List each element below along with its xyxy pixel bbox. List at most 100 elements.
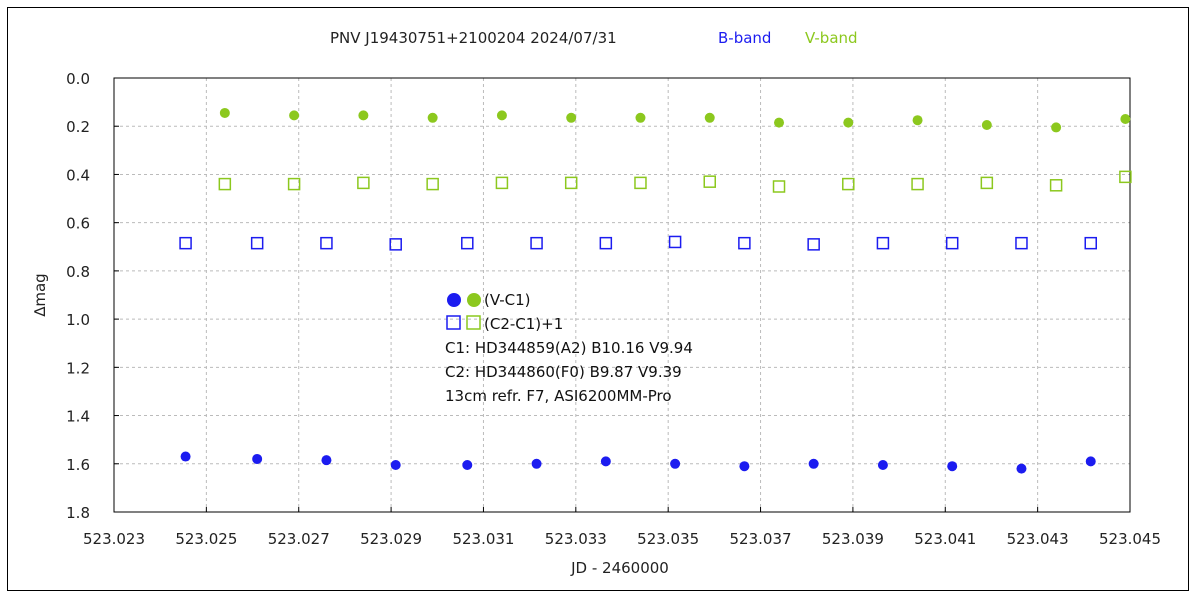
data-point [495,176,509,190]
plot-area [113,77,1131,513]
data-point [252,453,263,464]
series-v-c2-c1 [218,170,1132,193]
legend: (V-C1) (C2-C1)+1 C1: HD344859(A2) B10.16… [445,291,693,405]
data-point [218,177,232,191]
x-tick-label: 523.041 [914,530,976,548]
y-tick-label: 0.0 [66,70,90,88]
data-point [461,236,474,250]
data-point [912,115,923,126]
instrument-note: 13cm refr. F7, ASI6200MM-Pro [445,387,672,405]
data-markers [179,107,1132,474]
data-point [389,238,402,251]
data-point [670,458,681,469]
x-tick-label: 523.023 [83,530,145,548]
data-point [219,107,230,118]
data-point [566,112,577,123]
y-tick-label: 1.6 [66,456,90,474]
data-point [599,236,613,250]
data-point [981,120,992,131]
legend-b-square [446,315,461,330]
series-b-c2-c1 [179,235,1097,251]
chart-title: PNV J19430751+2100204 2024/07/31 [330,29,617,47]
data-point [287,177,301,191]
legend-vc1-label: (V-C1) [484,291,531,309]
y-tick-label: 0.8 [66,263,90,281]
data-point [947,461,958,472]
data-point [945,236,959,250]
data-point [289,110,300,121]
data-point [739,461,750,472]
b-band-label: B-band [718,29,771,47]
x-tick-label: 523.033 [545,530,607,548]
y-tick-label: 0.4 [66,166,90,184]
data-point [564,176,578,190]
data-point [600,456,611,467]
data-point [911,177,924,191]
legend-v-square [466,315,481,330]
data-point [357,176,370,190]
series-v-v-c1 [219,107,1131,133]
data-point [1084,236,1097,250]
legend-b-circle [447,293,461,307]
data-point [635,112,646,123]
tick-labels: 523.023 523.025 523.027 523.029 523.031 523.0… [66,70,1161,548]
data-point [1120,113,1131,124]
data-point [321,455,332,466]
series-b-v-c1 [180,451,1096,474]
y-axis-label: ∆mag [31,273,49,317]
data-point [320,236,333,250]
x-tick-label: 523.027 [268,530,330,548]
data-point [1119,170,1132,184]
data-point [180,451,191,462]
legend-v-circle [467,293,481,307]
comparison-star-c2: C2: HD344860(F0) B9.87 V9.39 [445,363,682,381]
data-point [179,236,192,250]
data-point [462,459,473,470]
data-point [876,236,890,250]
x-tick-label: 523.045 [1099,530,1161,548]
data-point [877,459,888,470]
data-point [496,110,507,121]
data-point [843,117,854,128]
y-tick-label: 1.2 [66,359,90,377]
data-point [703,175,716,188]
data-point [772,180,786,193]
y-tick-label: 0.2 [66,118,90,136]
y-tick-label: 0.6 [66,215,90,233]
x-tick-label: 523.043 [1007,530,1069,548]
y-tick-label: 1.8 [66,504,90,522]
x-tick-label: 523.035 [637,530,699,548]
data-point [390,459,401,470]
data-point [358,110,369,121]
data-point [668,235,682,249]
legend-c2c1-label: (C2-C1)+1 [484,315,563,333]
chart-frame [7,7,1189,591]
data-point [1051,122,1062,133]
x-tick-label: 523.031 [452,530,514,548]
x-axis-label: JD - 2460000 [570,559,669,577]
y-tick-label: 1.4 [66,408,90,426]
x-tick-label: 523.037 [730,530,792,548]
x-tick-label: 523.025 [175,530,237,548]
y-tick-label: 1.0 [66,311,90,329]
data-point [774,117,785,128]
data-point [531,458,542,469]
data-point [738,236,751,250]
data-point [980,176,994,190]
data-point [808,458,819,469]
data-point [426,177,439,191]
x-tick-label: 523.029 [360,530,422,548]
v-band-label: V-band [805,29,858,47]
grid-layer [114,78,1130,512]
x-tick-label: 523.039 [822,530,884,548]
data-point [530,236,543,250]
data-point [1015,236,1028,250]
data-point [634,176,647,190]
data-point [704,112,715,123]
data-point [842,177,855,191]
data-point [1016,463,1027,474]
data-point [807,238,820,251]
data-point [250,236,264,250]
comparison-star-c1: C1: HD344859(A2) B10.16 V9.94 [445,339,693,357]
